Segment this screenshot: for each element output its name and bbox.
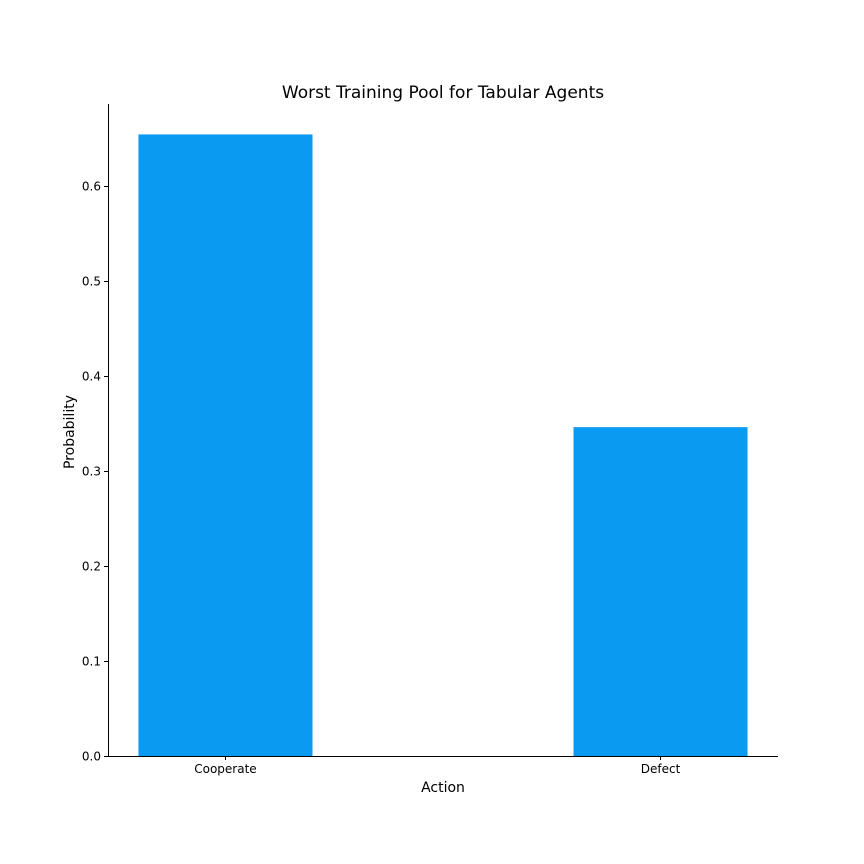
bar-defect: [573, 427, 748, 756]
y-tick-label: 0.2: [82, 560, 101, 574]
y-ticks: 0.0 0.1 0.2 0.3 0.4 0.5 0.6: [82, 180, 109, 764]
y-tick-label: 0.6: [82, 180, 101, 194]
x-ticks: Cooperate Defect: [194, 756, 681, 776]
x-axis-label: Action: [421, 780, 465, 796]
y-tick-label: 0.5: [82, 275, 101, 289]
y-axis-label: Probability: [62, 395, 78, 469]
y-tick-label: 0.1: [82, 655, 101, 669]
chart-title: Worst Training Pool for Tabular Agents: [282, 83, 604, 103]
bars-layer: [138, 134, 748, 756]
x-tick-label: Cooperate: [194, 762, 256, 776]
x-tick-label: Defect: [641, 762, 681, 776]
y-tick-label: 0.4: [82, 370, 101, 384]
y-tick-label: 0.3: [82, 465, 101, 479]
y-tick-label: 0.0: [82, 750, 101, 764]
bar-cooperate: [138, 134, 313, 756]
